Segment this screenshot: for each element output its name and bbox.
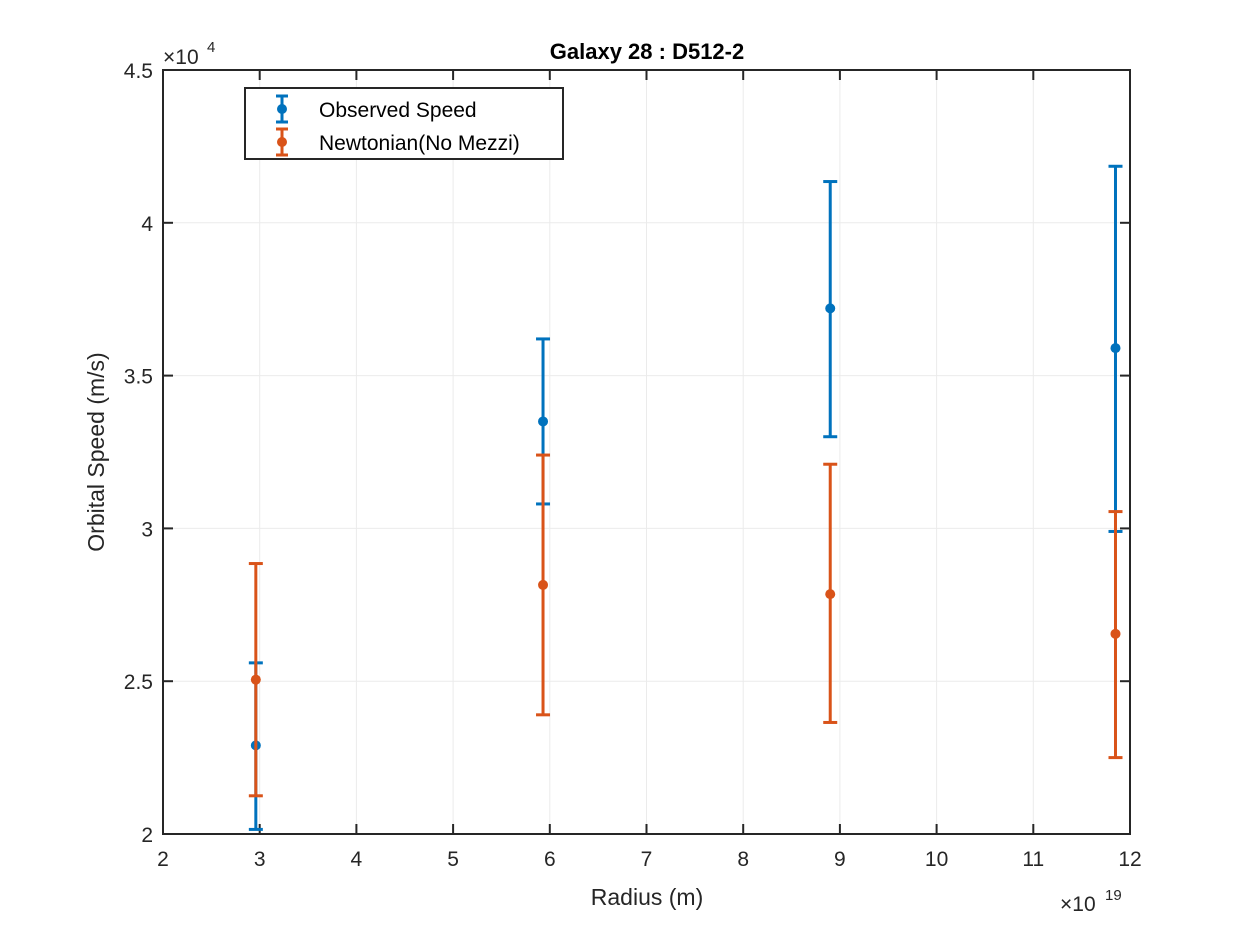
y-tick-label: 4 — [141, 213, 153, 236]
data-point — [538, 416, 549, 427]
y-tick-label: 4.5 — [124, 60, 153, 83]
x-tick-label: 5 — [447, 848, 459, 871]
x-tick-label: 3 — [254, 848, 266, 871]
y-axis-label: Orbital Speed (m/s) — [83, 352, 109, 551]
data-point — [825, 589, 836, 600]
x-tick-label: 4 — [351, 848, 363, 871]
y-exponent-multiplier: ×10 — [163, 46, 199, 69]
x-tick-label: 12 — [1118, 848, 1141, 871]
y-exponent-power: 4 — [207, 39, 215, 56]
data-point — [1110, 628, 1121, 639]
legend-marker — [277, 104, 287, 114]
data-point — [1110, 343, 1121, 354]
x-tick-label: 2 — [157, 848, 169, 871]
legend-label-observed: Observed Speed — [319, 99, 477, 122]
x-axis-label: Radius (m) — [591, 884, 703, 910]
series-1 — [248, 453, 1123, 798]
x-axis-exponent: ×10 19 — [1060, 887, 1122, 916]
x-tick-label: 6 — [544, 848, 556, 871]
x-exponent-power: 19 — [1105, 887, 1122, 904]
legend: Observed Speed Newtonian(No Mezzi) — [244, 87, 564, 160]
x-tick-label: 10 — [925, 848, 948, 871]
axis-ticks — [162, 69, 1131, 835]
y-tick-label: 3 — [141, 518, 153, 541]
legend-box — [244, 87, 564, 160]
y-tick-label: 3.5 — [124, 366, 153, 389]
legend-marker — [277, 137, 287, 147]
data-marks — [248, 164, 1123, 831]
y-axis-exponent: ×10 4 — [163, 39, 215, 69]
legend-markers — [276, 94, 288, 157]
x-exponent-multiplier: ×10 — [1060, 893, 1096, 916]
legend-label-newtonian: Newtonian(No Mezzi) — [319, 132, 520, 155]
chart-title: Galaxy 28 : D512-2 — [550, 39, 744, 64]
y-tick-label: 2.5 — [124, 671, 153, 694]
x-tick-label: 11 — [1022, 848, 1044, 871]
x-tick-label: 7 — [641, 848, 653, 871]
data-point — [538, 579, 549, 590]
data-point — [825, 303, 836, 314]
x-tick-label: 8 — [737, 848, 749, 871]
tick-labels: 2 3 4 5 6 7 8 9 10 11 12 2 2.5 3 3.5 4 4.5 — [124, 60, 1142, 871]
x-tick-label: 9 — [834, 848, 846, 871]
y-tick-label: 2 — [141, 824, 153, 847]
data-point — [250, 674, 261, 685]
